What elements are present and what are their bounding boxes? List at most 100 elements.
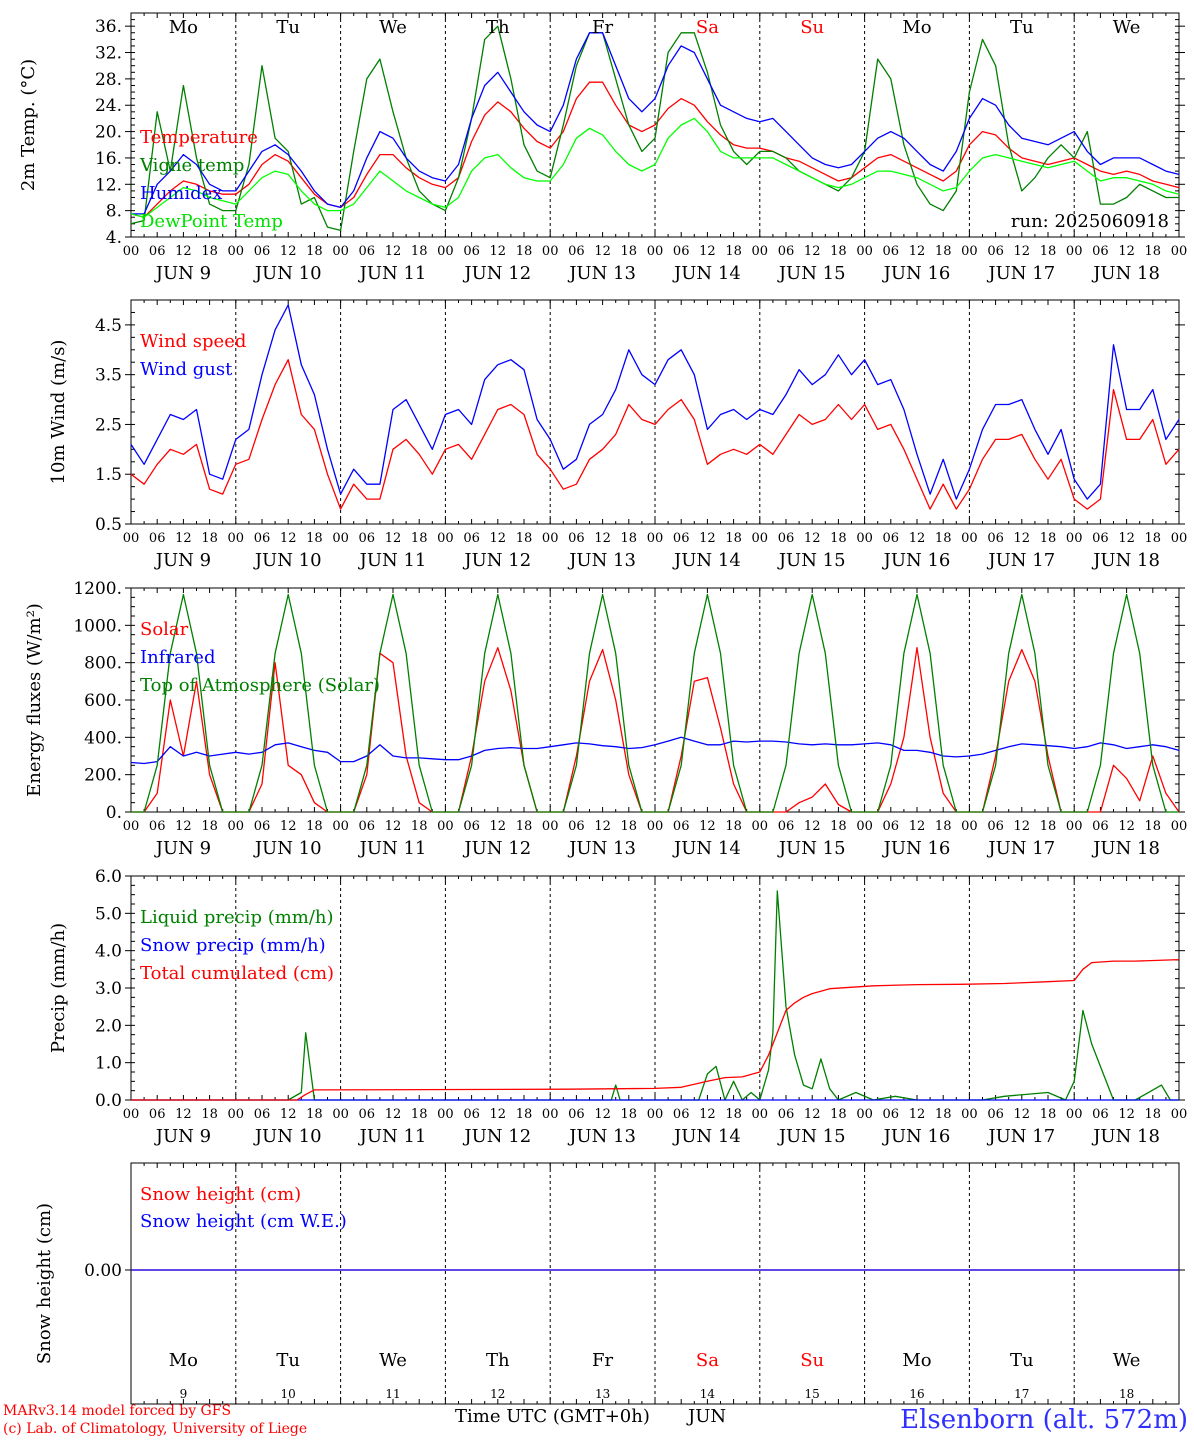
hour-label-2: 00	[123, 819, 140, 834]
date-label-3-1: JUN 10	[253, 1126, 322, 1147]
legend-entry-3-2: Total cumulated (cm)	[140, 963, 334, 984]
hour-label-3: 12	[594, 1107, 611, 1122]
hour-label-2: 06	[778, 819, 795, 834]
hour-label-2: 06	[254, 819, 271, 834]
hour-label-1: 18	[516, 531, 533, 546]
hour-label-1: 18	[830, 531, 847, 546]
hour-label-3: 00	[647, 1107, 664, 1122]
legend-entry-2-2: Top of Atmosphere (Solar)	[140, 675, 380, 696]
hour-label-1: 00	[123, 531, 140, 546]
date-label-0-8: JUN 17	[986, 263, 1055, 284]
day-name-bottom-6: Su	[800, 1350, 824, 1371]
hour-label-1: 06	[254, 531, 271, 546]
day-name-top-3: Th	[486, 17, 510, 38]
hour-label-1: 06	[359, 531, 376, 546]
legend-entry-0-2: Humidex	[140, 183, 222, 204]
hour-label-2: 18	[306, 819, 323, 834]
hour-label-1: 06	[987, 531, 1004, 546]
date-label-0-7: JUN 16	[882, 263, 951, 284]
hour-label-3: 18	[725, 1107, 742, 1122]
hour-label-0: 18	[411, 244, 428, 259]
hour-label-3: 06	[359, 1107, 376, 1122]
hour-label-2: 06	[1092, 819, 1109, 834]
hour-label-2: 12	[1118, 819, 1135, 834]
date-label-3-8: JUN 17	[986, 1126, 1055, 1147]
hour-label-1: 06	[568, 531, 585, 546]
y-axis-label-4: Snow height (cm)	[34, 1203, 55, 1364]
hour-label-0: 18	[830, 244, 847, 259]
date-label-3-0: JUN 9	[154, 1126, 211, 1147]
date-label-1-2: JUN 11	[358, 550, 427, 571]
hour-label-2: 18	[1040, 819, 1057, 834]
y-axis-label-2: Energy fluxes (W/m²)	[24, 603, 45, 797]
hour-label-2: 00	[332, 819, 349, 834]
hour-label-3: 00	[437, 1107, 454, 1122]
hour-label-2: 18	[725, 819, 742, 834]
hour-label-0: 00	[856, 244, 873, 259]
day-name-bottom-1: Tu	[276, 1350, 300, 1371]
hour-label-end-2: 00	[1171, 819, 1188, 834]
y-tick-label-3-2: 2.0	[95, 1016, 122, 1036]
hour-label-3: 18	[935, 1107, 952, 1122]
hour-label-2: 18	[830, 819, 847, 834]
hour-label-2: 00	[647, 819, 664, 834]
hour-label-3: 12	[490, 1107, 507, 1122]
hour-label-0: 18	[516, 244, 533, 259]
hour-label-3: 18	[621, 1107, 638, 1122]
hour-label-0: 06	[987, 244, 1004, 259]
hour-label-0: 00	[961, 244, 978, 259]
legend-entry-3-0: Liquid precip (mm/h)	[140, 907, 334, 928]
date-label-2-6: JUN 15	[777, 838, 846, 859]
date-label-0-9: JUN 18	[1091, 263, 1160, 284]
y-tick-label-2-1: 200.	[84, 766, 122, 786]
hour-label-1: 00	[647, 531, 664, 546]
legend-entry-3-1: Snow precip (mm/h)	[140, 935, 326, 956]
hour-label-0: 06	[883, 244, 900, 259]
legend-entry-4-0: Snow height (cm)	[140, 1184, 301, 1205]
hour-label-3: 18	[306, 1107, 323, 1122]
text-layer: Mo Mo 9 Tu Tu 10 We We 11 Th Th 12 Fr Fr 13 Sa Sa 14 Su Su 1…	[18, 17, 1187, 1401]
hour-label-1: 06	[463, 531, 480, 546]
hour-label-2: 06	[149, 819, 166, 834]
day-name-bottom-9: We	[1113, 1350, 1141, 1371]
hour-label-1: 12	[490, 531, 507, 546]
day-name-bottom-2: We	[379, 1350, 407, 1371]
y-tick-label-3-1: 1.0	[95, 1054, 122, 1074]
legend-entry-0-1: Vigne temp	[139, 155, 244, 176]
hour-label-1: 18	[411, 531, 428, 546]
hour-label-1: 12	[175, 531, 192, 546]
hour-label-1: 18	[725, 531, 742, 546]
hour-label-0: 00	[332, 244, 349, 259]
station-label: Elsenborn (alt. 572m)	[900, 1405, 1188, 1435]
hour-label-end-3: 00	[1171, 1107, 1188, 1122]
hour-label-2: 12	[280, 819, 297, 834]
hour-label-1: 12	[1014, 531, 1031, 546]
hour-label-0: 12	[594, 244, 611, 259]
hour-label-1: 00	[856, 531, 873, 546]
y-tick-label-1-2: 2.5	[95, 415, 122, 435]
day-name-bottom-8: Tu	[1010, 1350, 1034, 1371]
hour-label-0: 06	[1092, 244, 1109, 259]
hour-label-2: 00	[228, 819, 245, 834]
legend-entry-4-1: Snow height (cm W.E.)	[140, 1211, 347, 1232]
hour-label-0: 06	[673, 244, 690, 259]
day-number-8: 17	[1014, 1387, 1029, 1401]
y-tick-label-0-5: 24.	[95, 96, 122, 116]
date-label-3-4: JUN 13	[567, 1126, 636, 1147]
hour-label-1: 18	[1040, 531, 1057, 546]
hour-label-0: 12	[280, 244, 297, 259]
date-label-0-2: JUN 11	[358, 263, 427, 284]
footer-copyright-label: (c) Lab. of Climatology, University of L…	[3, 1421, 307, 1437]
hour-label-0: 18	[201, 244, 218, 259]
hour-label-0: 18	[621, 244, 638, 259]
y-tick-label-2-0: 0.	[106, 803, 122, 823]
date-label-2-4: JUN 13	[567, 838, 636, 859]
day-name-bottom-4: Fr	[592, 1350, 613, 1371]
date-label-2-5: JUN 14	[672, 838, 741, 859]
hour-label-2: 12	[804, 819, 821, 834]
hour-label-3: 18	[201, 1107, 218, 1122]
hour-label-1: 12	[594, 531, 611, 546]
y-axis-label-1: 10m Wind (m/s)	[48, 340, 69, 485]
day-name-bottom-7: Mo	[902, 1350, 931, 1371]
y-tick-label-2-4: 800.	[84, 654, 122, 674]
